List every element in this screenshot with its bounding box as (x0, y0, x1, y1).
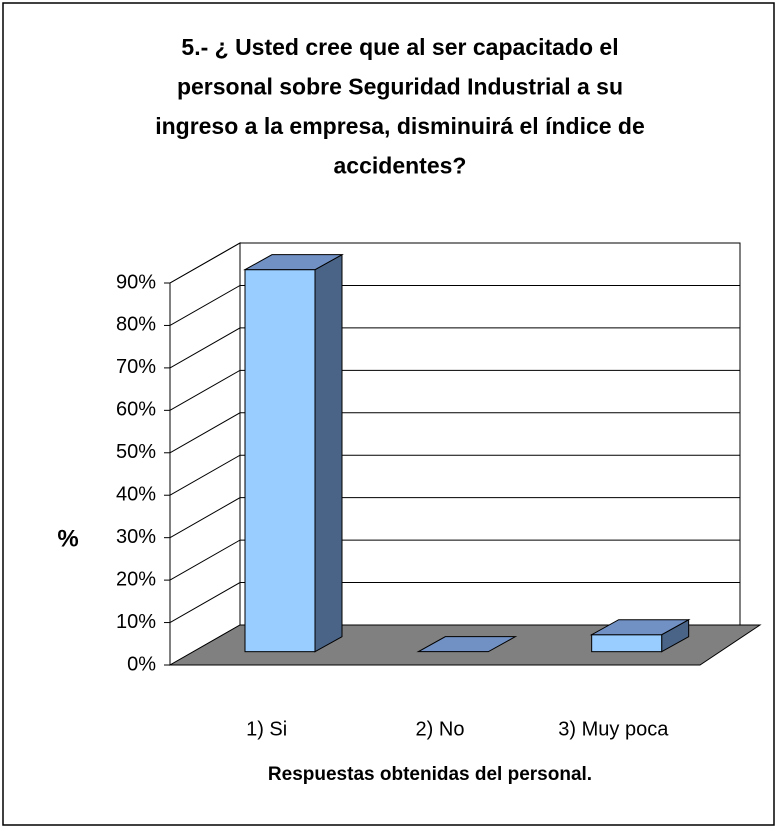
bar-top (243, 254, 344, 271)
y-axis-label: % (57, 525, 78, 552)
bar-top (416, 636, 518, 653)
y-tick-label: 70% (116, 356, 156, 378)
y-tick-label: 40% (116, 484, 156, 506)
chart-title: 5.- ¿ Usted cree que al ser capacitado e… (181, 34, 618, 60)
grid-line (169, 454, 740, 496)
grid-line (169, 327, 740, 369)
left-wall (169, 242, 241, 666)
y-tick-label: 60% (116, 399, 156, 421)
grid-line (169, 284, 740, 326)
y-tick-label: 90% (116, 271, 156, 293)
grid-line (169, 497, 740, 539)
x-tick-label: 3) Muy poca (558, 718, 669, 740)
chart-title: ingreso a la empresa, disminuirá el índi… (155, 113, 645, 139)
grid-line (169, 369, 740, 411)
y-tick-label: 10% (116, 611, 156, 633)
x-tick-label: 2) No (416, 718, 465, 740)
y-tick-label: 30% (116, 526, 156, 548)
bar (591, 634, 663, 653)
chart-title: accidentes? (334, 153, 467, 179)
grid-line (169, 412, 740, 454)
y-tick-label: 50% (116, 441, 156, 463)
y-tick-label: 20% (116, 568, 156, 590)
grid-line (169, 539, 740, 581)
grid-line (169, 582, 740, 623)
chart-title: personal sobre Seguridad Industrial a su (177, 74, 623, 100)
bar-side (314, 253, 343, 653)
y-tick-label: 80% (116, 314, 156, 336)
bar-top (589, 619, 691, 636)
y-tick-label: 0% (127, 653, 156, 675)
x-tick-label: 1) Si (246, 718, 287, 740)
x-axis-label: Respuestas obtenidas del personal. (268, 764, 592, 785)
grid-line (169, 242, 740, 284)
bar (244, 269, 316, 653)
